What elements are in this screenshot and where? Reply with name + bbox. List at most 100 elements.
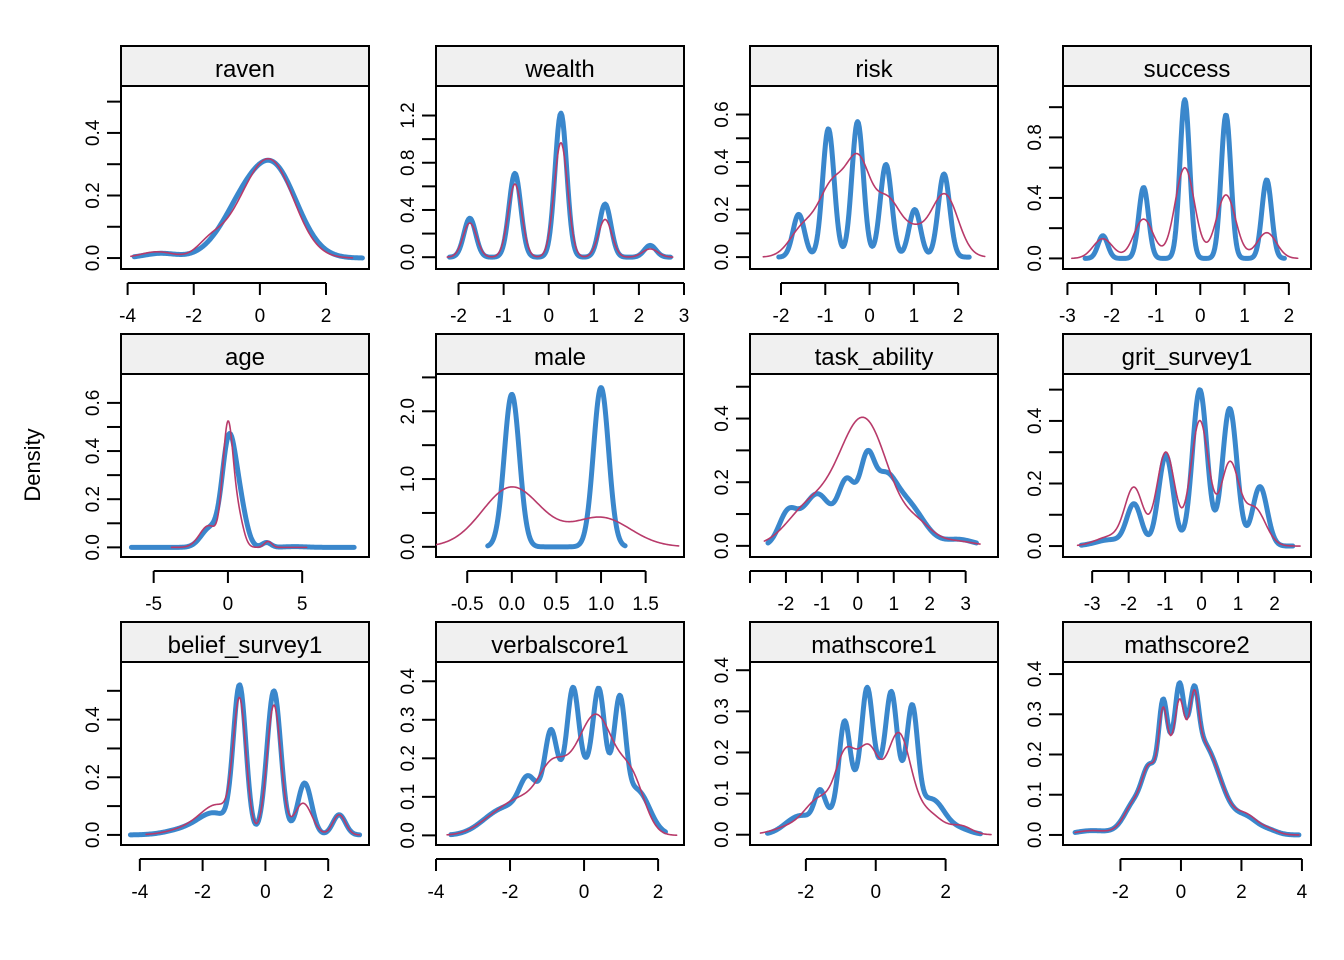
y-axis: 0.0 1.0 2.0 [398,376,436,560]
density-curve-thin [446,713,678,837]
x-tick-label: 0 [870,882,881,903]
x-tick-label: 3 [679,306,690,327]
panel-strip [435,621,685,663]
density-curve-thick [448,684,668,838]
x-tick-label: 2 [323,882,334,903]
panel-title: wealth [524,56,594,83]
y-tick-label: 0.8 [398,150,419,176]
y-tick-label: 0.4 [712,148,733,175]
density-curve-thick [127,682,363,838]
x-tick-label: 1 [589,306,600,327]
plot-box [120,661,370,846]
y-tick-label: 0.2 [1025,470,1046,496]
panel-strip [120,333,370,375]
x-tick-label: -2 [797,882,814,903]
y-axis: 0.0 0.4 0.8 [1025,106,1063,272]
x-tick-label: -2 [194,882,211,903]
panel-wealth: wealth 0.0 0.4 0.8 1.2 -2 -1 0 1 2 3 [398,45,690,327]
density-curve-thin [170,420,308,549]
x-axis: -4 -2 0 2 [119,282,331,327]
panel-title: belief_survey1 [168,632,323,659]
x-tick-label: 1.5 [632,594,658,615]
x-tick-label: 0 [1176,882,1187,903]
x-tick-label: -3 [1084,594,1101,615]
density-curve-thick [1072,680,1302,838]
density-curve-thin [436,486,680,547]
x-tick-label: -2 [773,306,790,327]
x-axis: -2 -1 0 1 2 3 [749,570,971,615]
y-tick-label: 0.2 [398,745,419,771]
x-tick-label: -2 [1103,306,1120,327]
y-tick-label: 0.4 [398,668,419,695]
y-tick-label: 0.2 [712,196,733,222]
x-tick-label: 0 [543,306,554,327]
x-tick-label: 2 [953,306,964,327]
x-tick-label: 1.0 [588,594,614,615]
panel-risk: risk 0.0 0.2 0.4 0.6 -2 -1 0 1 2 [712,45,999,327]
y-tick-label: 0.0 [398,244,419,270]
x-tick-label: 2 [1284,306,1295,327]
panel-age: age 0.0 0.2 0.4 0.6 -5 0 5 [83,333,370,615]
x-axis: -3 -2 -1 0 1 2 [1084,570,1312,615]
density-curve-thick [776,119,972,260]
panels-grid: raven 0.0 0.2 0.4 -4 -2 0 2 wealth 0.0 0.4 0.8 1.2 -2… [83,45,1312,903]
density-curve-thin [1071,166,1299,260]
panel-success: success 0.0 0.4 0.8 -3 -2 -1 0 1 2 [1025,45,1312,327]
y-tick-label: 0.2 [1025,741,1046,767]
panel-male: male 0.0 1.0 2.0 -0.5 0.0 0.5 1.0 1.5 [398,333,685,615]
y-tick-label: 0.0 [1025,245,1046,271]
panel-title: age [225,344,265,371]
panel-strip [120,621,370,663]
y-tick-label: 0.1 [712,780,733,806]
y-tick-label: 0.0 [712,533,733,559]
y-axis: 0.0 0.2 0.4 [83,100,121,271]
y-tick-label: 0.0 [712,822,733,848]
y-tick-label: 0.4 [1025,184,1046,211]
panel-strip [1062,333,1312,375]
y-tick-label: 0.2 [83,764,104,790]
y-axis: 0.0 0.1 0.2 0.3 0.4 [1025,660,1063,848]
x-tick-label: 0 [864,306,875,327]
y-tick-label: 0.4 [712,657,733,684]
x-tick-label: 3 [960,594,971,615]
x-axis: -4 -2 0 2 [428,858,663,903]
y-tick-label: 0.2 [712,739,733,765]
density-curve-thick [765,447,979,546]
y-tick-label: 0.0 [1025,533,1046,559]
density-curve-thick [447,110,673,260]
x-tick-label: 2 [1269,594,1280,615]
x-tick-label: -1 [495,306,512,327]
x-tick-label: -4 [131,882,148,903]
y-tick-label: 0.3 [398,707,419,733]
x-tick-label: -2 [185,306,202,327]
x-tick-label: 0 [260,882,271,903]
panel-mathscore1: mathscore1 0.0 0.1 0.2 0.3 0.4 -2 0 2 [712,621,999,903]
y-tick-label: 0.2 [83,182,104,208]
plot-box [120,85,370,270]
x-tick-label: 0 [853,594,864,615]
y-tick-label: 0.0 [712,244,733,270]
x-tick-label: -0.5 [451,594,484,615]
panel-strip [749,45,999,87]
panel-title: task_ability [815,344,934,371]
x-tick-label: 2 [1236,882,1247,903]
plot-box [1062,85,1312,270]
density-curve-thick [128,430,357,550]
x-tick-label: 2 [634,306,645,327]
y-tick-label: 0.4 [83,706,104,733]
panel-title: grit_survey1 [1122,344,1253,371]
x-tick-label: -1 [1157,594,1174,615]
x-tick-label: -1 [813,594,830,615]
y-tick-label: 0.6 [83,390,104,416]
panel-title: risk [855,56,893,83]
x-tick-label: 1 [909,306,920,327]
y-axis: 0.0 0.2 0.4 0.6 [83,390,121,561]
y-tick-label: 0.4 [1025,660,1046,687]
density-curve-thin [762,152,986,258]
y-tick-label: 0.4 [1025,407,1046,434]
y-tick-label: 0.4 [83,437,104,464]
density-curve-thick [485,385,628,550]
x-tick-label: 1 [888,594,899,615]
plot-box [749,373,999,558]
y-tick-label: 0.2 [712,469,733,495]
